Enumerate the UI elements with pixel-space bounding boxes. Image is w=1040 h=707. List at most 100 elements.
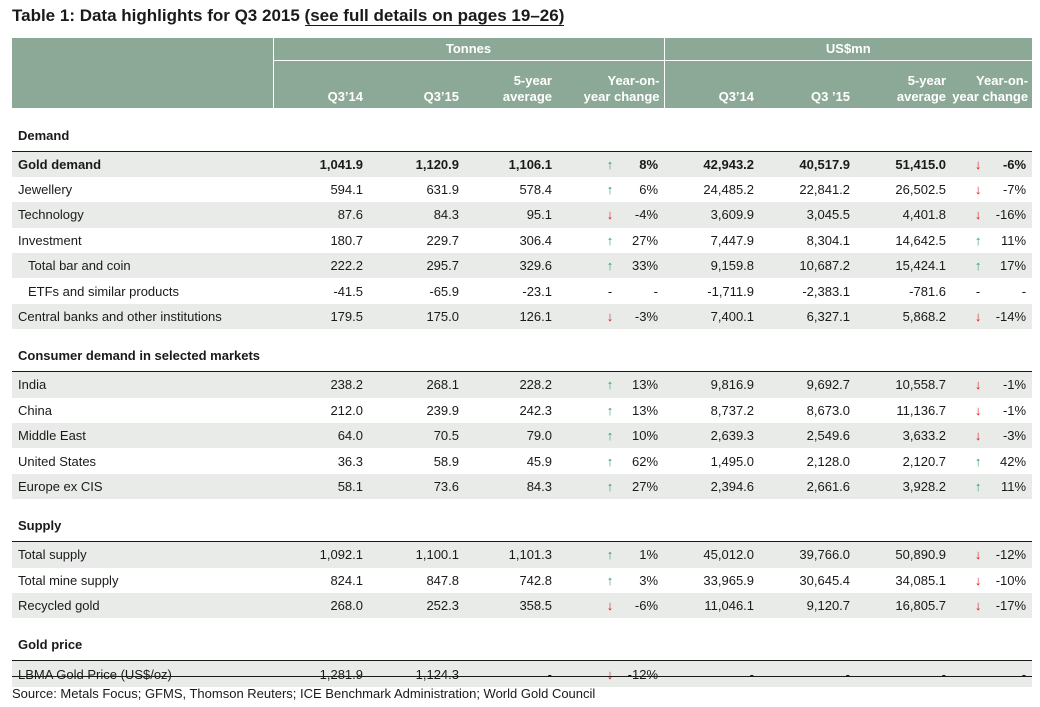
table-row: United States 36.3 58.9 45.9 ↑ 62% 1,495.0 2,12… <box>12 448 1032 473</box>
tonnes-value: 73.6 <box>369 473 465 500</box>
up-arrow-icon: ↑ <box>606 232 614 248</box>
table-title: Table 1: Data highlights for Q3 2015 (se… <box>12 6 565 26</box>
table-row: Europe ex CIS 58.1 73.6 84.3 ↑ 27% 2,394.6 2,66… <box>12 473 1033 500</box>
table-row: Jewellery 594.1 631.9 578.4 ↑ 6% 24,485.2 22,84… <box>12 177 1032 202</box>
tonnes-value: 179.5 <box>273 303 369 330</box>
header-label-cell <box>12 38 273 109</box>
down-arrow-icon: ↓ <box>974 402 982 418</box>
usd-value: -2,383.1 <box>802 283 851 299</box>
change-cell: ↑ 3% <box>558 568 664 593</box>
section-header-row: Demand <box>12 108 1033 152</box>
tonnes-value: 36.3 <box>337 453 363 469</box>
tonnes-value: 45.9 <box>526 453 552 469</box>
tonnes-value: 847.8 <box>426 572 459 588</box>
tonnes-value: 268.0 <box>273 592 369 619</box>
up-arrow-icon: ↑ <box>606 572 614 588</box>
usd-value: 3,609.9 <box>664 202 761 228</box>
usd-value: 2,120.7 <box>902 453 947 469</box>
tonnes-value: 1,092.1 <box>273 541 369 568</box>
source-note: Source: Metals Focus; GFMS, Thomson Reut… <box>12 686 596 701</box>
tonnes-value: 229.7 <box>426 232 459 248</box>
table-row: China 212.0 239.9 242.3 ↑ 13% 8,737.2 8,673.0 11… <box>12 398 1032 423</box>
table-row: India 238.2 268.1 228.2 ↑ 13% 9,816.9 9,692.7 10… <box>12 371 1033 398</box>
tonnes-value: 58.1 <box>273 473 369 500</box>
down-arrow-icon: ↓ <box>606 666 614 682</box>
change-cell: ↑ 27% <box>558 228 664 253</box>
tonnes-value: 87.6 <box>273 202 369 228</box>
usd-value: 1,495.0 <box>710 453 755 469</box>
up-arrow-icon: ↑ <box>606 402 614 418</box>
change-value: -7% <box>1002 182 1027 198</box>
title-link[interactable]: (see full details on pages 19–26) <box>304 6 565 26</box>
usd-value: -781.6 <box>909 283 947 299</box>
change-value: -6% <box>1002 156 1027 172</box>
section-title: Demand <box>12 108 1033 152</box>
up-arrow-icon: ↑ <box>974 232 982 248</box>
header-columns-row: Q3’14 Q3’15 5-year average Year-on-year c… <box>12 60 1033 108</box>
change-value: 3% <box>639 572 659 588</box>
tonnes-value: 79.0 <box>465 423 558 449</box>
up-arrow-icon: ↑ <box>606 547 614 563</box>
row-label: Total bar and coin <box>12 253 273 279</box>
usd-value: 4,401.8 <box>856 202 953 228</box>
tonnes-value: 295.7 <box>369 253 465 279</box>
change-cell: ↓ -12% <box>952 541 1033 568</box>
up-arrow-icon: ↑ <box>606 258 614 274</box>
row-label: Investment <box>18 232 82 248</box>
up-arrow-icon: ↑ <box>606 453 614 469</box>
section-title: Gold price <box>12 618 1033 662</box>
change-cell: ↑ 33% <box>558 253 665 279</box>
usd-value: 11,136.7 <box>896 402 947 418</box>
usd-value: -1,711.9 <box>707 283 755 299</box>
table-row: Total supply 1,092.1 1,100.1 1,101.3 ↑ 1% 45,0… <box>12 541 1033 568</box>
down-arrow-icon: ↓ <box>974 377 982 393</box>
usd-value: 8,304.1 <box>806 232 851 248</box>
tonnes-value: 212.0 <box>330 402 363 418</box>
change-cell: ↓ -16% <box>952 202 1033 228</box>
change-cell: ↓ -1% <box>952 398 1032 423</box>
tonnes-value: 239.9 <box>426 402 459 418</box>
change-value: 8% <box>639 156 659 172</box>
change-value: -10% <box>995 572 1027 588</box>
change-value: - <box>1021 283 1027 299</box>
row-label: Technology <box>12 202 273 228</box>
section-title: Supply <box>12 499 1033 543</box>
usd-value: 2,128.0 <box>806 453 851 469</box>
usd-value: 34,085.1 <box>895 572 947 588</box>
tonnes-value: 242.3 <box>519 402 552 418</box>
usd-value: 9,120.7 <box>760 592 857 619</box>
down-arrow-icon: ↓ <box>974 207 982 223</box>
change-value: -3% <box>634 309 659 325</box>
section-header-row: Gold price <box>12 618 1033 662</box>
table-row: ETFs and similar products -41.5 -65.9 -23.1… <box>12 278 1032 303</box>
col-header: 5-year average <box>465 60 558 108</box>
down-arrow-icon: ↓ <box>606 309 614 325</box>
down-arrow-icon: ↓ <box>974 547 982 563</box>
usd-value: 42,943.2 <box>664 151 761 177</box>
table-row: Central banks and other institutions 179.… <box>12 303 1033 330</box>
tonnes-value: 1,120.9 <box>369 151 465 177</box>
row-label: Middle East <box>12 423 273 449</box>
change-value: -17% <box>995 598 1027 614</box>
change-cell: ↑ 11% <box>952 228 1032 253</box>
usd-value: 15,424.1 <box>856 253 953 279</box>
usd-value: 10,558.7 <box>856 371 953 398</box>
down-arrow-icon: ↓ <box>606 598 614 614</box>
tonnes-value: 358.5 <box>465 592 558 619</box>
down-arrow-icon: ↓ <box>606 207 614 223</box>
tonnes-value: 58.9 <box>433 453 459 469</box>
change-cell: ↓ -1% <box>952 371 1033 398</box>
header-tonnes: Tonnes <box>272 38 665 61</box>
change-value: 6% <box>639 182 659 198</box>
usd-value: 11,046.1 <box>664 592 761 619</box>
tonnes-value: 824.1 <box>330 572 363 588</box>
row-label: Total mine supply <box>18 572 119 588</box>
usd-value: 51,415.0 <box>856 151 953 177</box>
row-label: ETFs and similar products <box>28 283 179 299</box>
tonnes-value: -65.9 <box>429 283 459 299</box>
tonnes-value: 329.6 <box>465 253 558 279</box>
tonnes-value: 95.1 <box>465 202 558 228</box>
table-row: Recycled gold 268.0 252.3 358.5 ↓ -6% 11,046.1… <box>12 592 1033 619</box>
table-bottom-rule <box>12 676 1032 677</box>
change-cell: ↑ 17% <box>952 253 1033 279</box>
